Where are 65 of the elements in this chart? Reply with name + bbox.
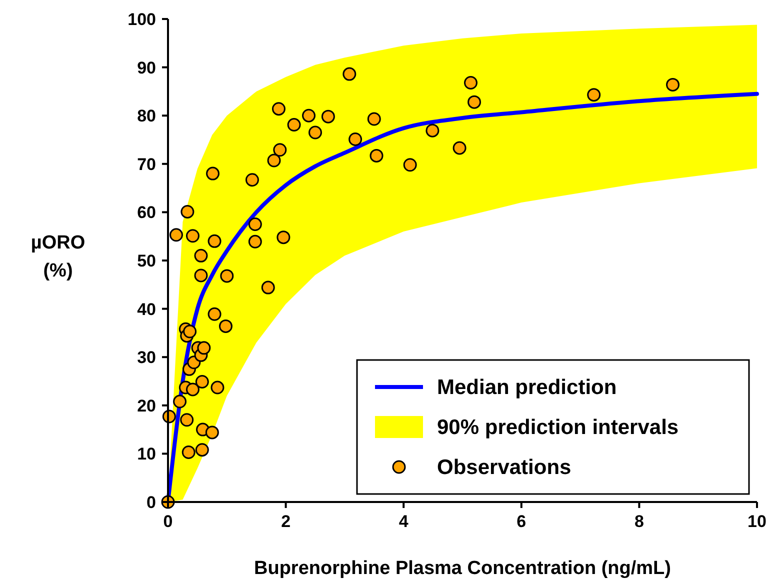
y-tick-label: 100 <box>128 10 156 29</box>
point <box>287 118 301 132</box>
point <box>273 143 287 157</box>
point <box>220 269 234 283</box>
point <box>302 108 316 122</box>
y-tick-label: 40 <box>137 300 156 319</box>
y-tick-label: 90 <box>137 58 156 78</box>
point <box>182 446 196 459</box>
point <box>180 413 194 427</box>
point <box>403 158 417 172</box>
point <box>342 67 356 81</box>
y-tick-label: 30 <box>137 348 156 368</box>
x-tick-label: 2 <box>281 512 291 531</box>
x-tick-label: 4 <box>398 512 409 531</box>
point <box>426 124 440 138</box>
point <box>169 228 183 242</box>
legend-label: 90% prediction intervals <box>437 416 679 439</box>
point <box>666 78 680 92</box>
point <box>248 234 262 248</box>
point <box>267 154 281 168</box>
point <box>194 248 208 262</box>
point <box>367 112 381 126</box>
x-axis-title: Buprenorphine Plasma Concentration (ng/mL) <box>254 558 671 579</box>
point <box>245 173 259 187</box>
point <box>183 324 197 338</box>
point <box>195 374 209 388</box>
point <box>587 88 601 102</box>
y-tick-label: 80 <box>137 106 156 126</box>
point <box>261 280 275 294</box>
x-tick-label: 0 <box>163 512 173 531</box>
legend-label: Observations <box>437 456 572 479</box>
y-tick-label: 70 <box>137 154 156 174</box>
point <box>186 229 200 243</box>
point <box>348 132 362 146</box>
point <box>194 268 208 282</box>
x-tick-label: 8 <box>634 512 644 531</box>
y-axis-title: µORO (%) <box>30 232 86 282</box>
point <box>276 230 290 244</box>
point <box>468 95 482 109</box>
x-tick-label: 10 <box>748 512 766 531</box>
point <box>370 148 384 162</box>
point <box>206 166 220 180</box>
point <box>197 341 211 355</box>
y-tick-label: 0 <box>146 493 156 512</box>
point <box>208 307 222 321</box>
point <box>248 218 262 232</box>
point <box>452 141 466 155</box>
legend-label: Median prediction <box>437 376 617 399</box>
point <box>321 110 335 124</box>
y-tick-label: 20 <box>137 396 156 416</box>
point <box>186 382 200 396</box>
point <box>272 102 286 116</box>
point <box>180 204 194 218</box>
y-tick-label: 60 <box>137 203 156 222</box>
x-tick-label: 6 <box>516 512 526 531</box>
point <box>195 443 209 457</box>
point <box>205 426 219 440</box>
point <box>464 76 478 90</box>
point <box>208 234 222 248</box>
y-tick-label: 10 <box>137 444 156 464</box>
point <box>308 126 322 140</box>
point <box>210 380 224 394</box>
point <box>173 394 187 408</box>
point <box>218 319 232 333</box>
y-tick-label: 50 <box>137 252 156 270</box>
